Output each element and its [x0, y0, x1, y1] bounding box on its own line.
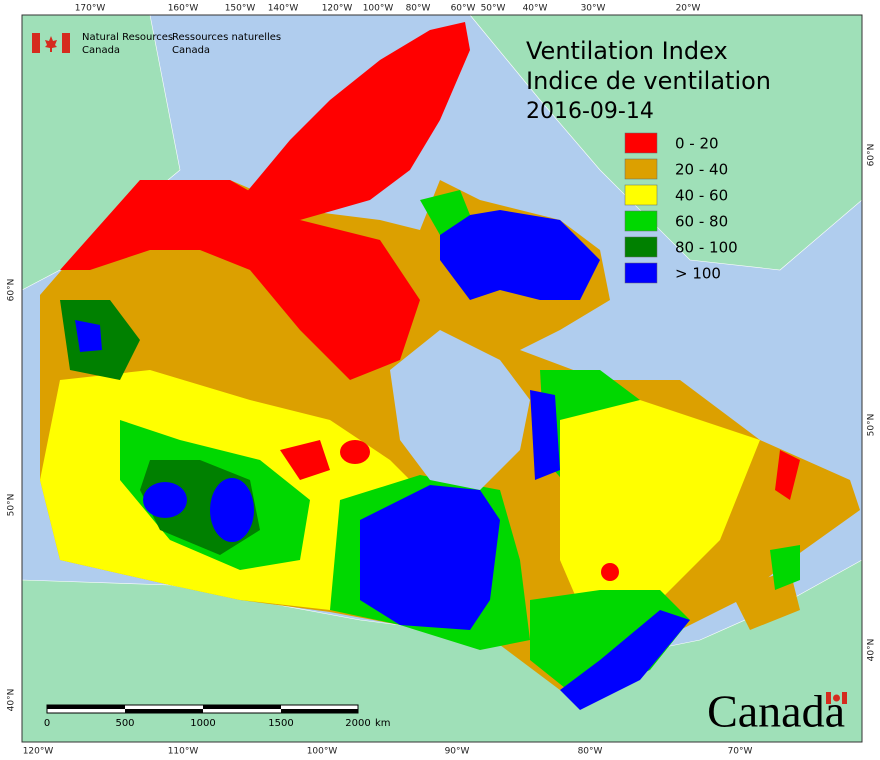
graticule-label: 60°N	[7, 279, 17, 302]
maple-leaf	[45, 36, 57, 52]
index-zone	[143, 482, 187, 518]
graticule-label: 160°W	[168, 4, 199, 14]
graticule-label: 100°W	[363, 4, 394, 14]
index-zone	[240, 22, 470, 220]
scale-label: 1500	[268, 718, 293, 729]
graticule-label: 50°N	[7, 494, 17, 517]
title: Indice de ventilation	[526, 67, 771, 95]
graticule-label: 50°W	[481, 4, 506, 14]
index-zone	[340, 440, 370, 464]
index-zone	[770, 545, 800, 590]
graticule-label: 40°W	[523, 4, 548, 14]
graticule-label: 50°N	[867, 414, 877, 437]
hudson-bay	[390, 330, 530, 490]
scale-label: 1000	[190, 718, 215, 729]
index-zone	[75, 320, 102, 352]
graticule-label: 40°N	[867, 639, 877, 662]
legend-swatch	[624, 262, 658, 284]
graticule-label: 60°W	[451, 4, 476, 14]
title: Ventilation Index	[526, 37, 728, 65]
graticule-label: 20°W	[676, 4, 701, 14]
scale-label: 2000	[345, 718, 370, 729]
scale-label: 0	[44, 718, 50, 729]
graticule-label: 140°W	[268, 4, 299, 14]
flag-bar	[62, 33, 70, 53]
org-en: Natural Resources	[82, 32, 173, 43]
graticule-label: 170°W	[75, 4, 106, 14]
legend-swatch	[624, 184, 658, 206]
flag-bar	[32, 33, 40, 53]
index-zone	[775, 450, 800, 500]
graticule-label: 120°W	[322, 4, 353, 14]
scale-segment	[203, 705, 281, 709]
graticule-label: 90°W	[445, 747, 470, 757]
legend-label: 80 - 100	[675, 239, 738, 257]
legend-label: > 100	[675, 265, 721, 283]
graticule-label: 100°W	[307, 747, 338, 757]
wordmark-flag	[826, 692, 847, 704]
legend-label: 60 - 80	[675, 213, 728, 231]
flag-bar	[842, 692, 847, 704]
graticule-label: 80°W	[578, 747, 603, 757]
index-zone	[210, 478, 254, 542]
legend-label: 40 - 60	[675, 187, 728, 205]
graticule-label: 150°W	[225, 4, 256, 14]
scale-segment	[47, 705, 125, 709]
index-zone	[560, 610, 690, 710]
org-en: Canada	[82, 45, 120, 56]
index-zone	[440, 210, 600, 300]
index-zone	[280, 440, 330, 480]
scale-bar	[46, 704, 359, 714]
index-zone	[530, 390, 560, 480]
scale-label: 500	[115, 718, 134, 729]
scale-segment	[125, 709, 203, 713]
org-fr: Ressources naturelles	[172, 32, 281, 43]
index-zone	[530, 590, 690, 700]
graticule-label: 30°W	[581, 4, 606, 14]
scale-segment	[281, 709, 358, 713]
legend-label: 20 - 40	[675, 161, 728, 179]
graticule-label: 60°N	[867, 144, 877, 167]
flag-bar	[826, 692, 831, 704]
legend-label: 0 - 20	[675, 135, 719, 153]
legend-swatch	[624, 236, 658, 258]
index-zone	[360, 485, 500, 630]
graticule-label: 110°W	[168, 747, 199, 757]
legend-swatch	[624, 158, 658, 180]
index-zone	[60, 180, 420, 380]
wordmark: Canada	[707, 686, 845, 737]
land-background	[21, 14, 863, 743]
scale-unit: km	[375, 718, 391, 729]
map-frame	[21, 14, 863, 743]
graticule-label: 120°W	[23, 747, 54, 757]
graticule-label: 40°N	[7, 689, 17, 712]
graticule-label: 70°W	[728, 747, 753, 757]
graticule-label: 80°W	[406, 4, 431, 14]
header: Natural Resources Canada Ressources natu…	[32, 32, 281, 56]
legend-swatch	[624, 210, 658, 232]
index-zone	[420, 190, 470, 235]
org-fr: Canada	[172, 45, 210, 56]
maple-leaf	[833, 694, 840, 702]
legend-swatch	[624, 132, 658, 154]
index-zone	[601, 563, 619, 581]
date: 2016-09-14	[526, 99, 654, 124]
